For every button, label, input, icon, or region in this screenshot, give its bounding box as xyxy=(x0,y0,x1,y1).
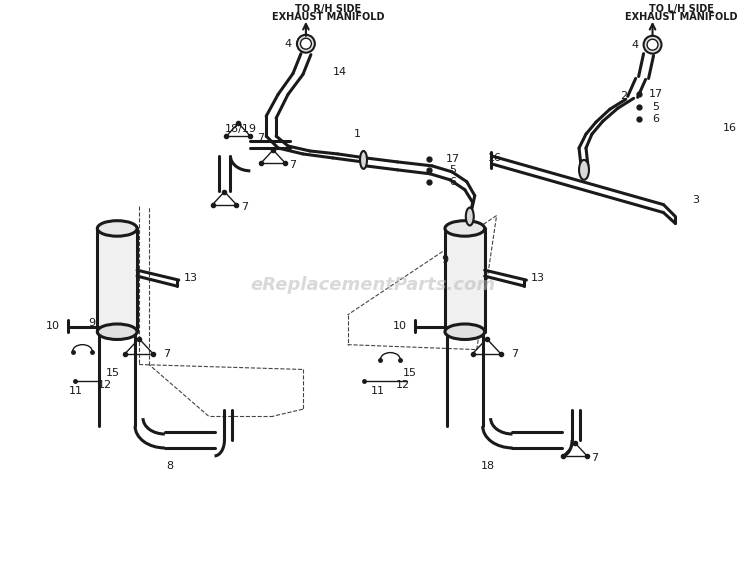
Text: 1: 1 xyxy=(354,129,361,139)
Text: 14: 14 xyxy=(332,67,346,77)
Text: 16: 16 xyxy=(488,153,502,163)
Text: 3: 3 xyxy=(692,195,699,205)
Text: 17: 17 xyxy=(649,90,662,99)
Text: 16: 16 xyxy=(723,123,737,133)
Text: 2: 2 xyxy=(620,91,627,101)
Text: 7: 7 xyxy=(511,349,518,359)
Circle shape xyxy=(644,36,662,54)
Text: 13: 13 xyxy=(531,273,545,283)
Text: 4: 4 xyxy=(284,39,292,49)
Text: TO R/H SIDE: TO R/H SIDE xyxy=(295,4,361,14)
Ellipse shape xyxy=(445,221,485,236)
Text: 7: 7 xyxy=(290,160,296,170)
Text: 8: 8 xyxy=(166,461,173,471)
Text: 12: 12 xyxy=(396,380,410,390)
Text: 18: 18 xyxy=(481,461,495,471)
Text: 7: 7 xyxy=(256,133,264,143)
Ellipse shape xyxy=(579,160,589,180)
Text: EXHAUST MANIFOLD: EXHAUST MANIFOLD xyxy=(272,12,384,22)
Text: 5: 5 xyxy=(449,165,457,175)
Text: 7: 7 xyxy=(591,453,598,463)
Circle shape xyxy=(297,35,315,53)
Text: 4: 4 xyxy=(631,40,638,50)
Text: 6: 6 xyxy=(449,177,457,187)
Text: 9: 9 xyxy=(442,255,448,265)
Ellipse shape xyxy=(466,208,474,225)
Text: 9: 9 xyxy=(88,318,95,328)
Text: 12: 12 xyxy=(98,380,112,390)
Ellipse shape xyxy=(360,151,367,169)
Text: 17: 17 xyxy=(446,154,460,164)
Text: eReplacementParts.com: eReplacementParts.com xyxy=(250,276,495,294)
Circle shape xyxy=(647,39,658,50)
Text: TO L/H SIDE: TO L/H SIDE xyxy=(649,4,714,14)
Text: EXHAUST MANIFOLD: EXHAUST MANIFOLD xyxy=(625,12,737,22)
Text: 15: 15 xyxy=(404,369,417,378)
Text: 11: 11 xyxy=(68,386,82,396)
Text: 11: 11 xyxy=(370,386,385,396)
Bar xyxy=(98,228,137,332)
Text: 5: 5 xyxy=(652,102,659,112)
Bar xyxy=(445,228,485,332)
Text: 15: 15 xyxy=(106,369,120,378)
Text: 10: 10 xyxy=(393,321,407,331)
Text: 10: 10 xyxy=(46,321,60,331)
Ellipse shape xyxy=(445,324,485,339)
Text: 6: 6 xyxy=(652,114,659,124)
Ellipse shape xyxy=(98,324,137,339)
Circle shape xyxy=(301,38,311,49)
Text: 18/19: 18/19 xyxy=(224,124,256,134)
Ellipse shape xyxy=(98,221,137,236)
Text: 7: 7 xyxy=(164,349,170,359)
Text: 13: 13 xyxy=(184,273,198,283)
Text: 7: 7 xyxy=(241,202,248,212)
